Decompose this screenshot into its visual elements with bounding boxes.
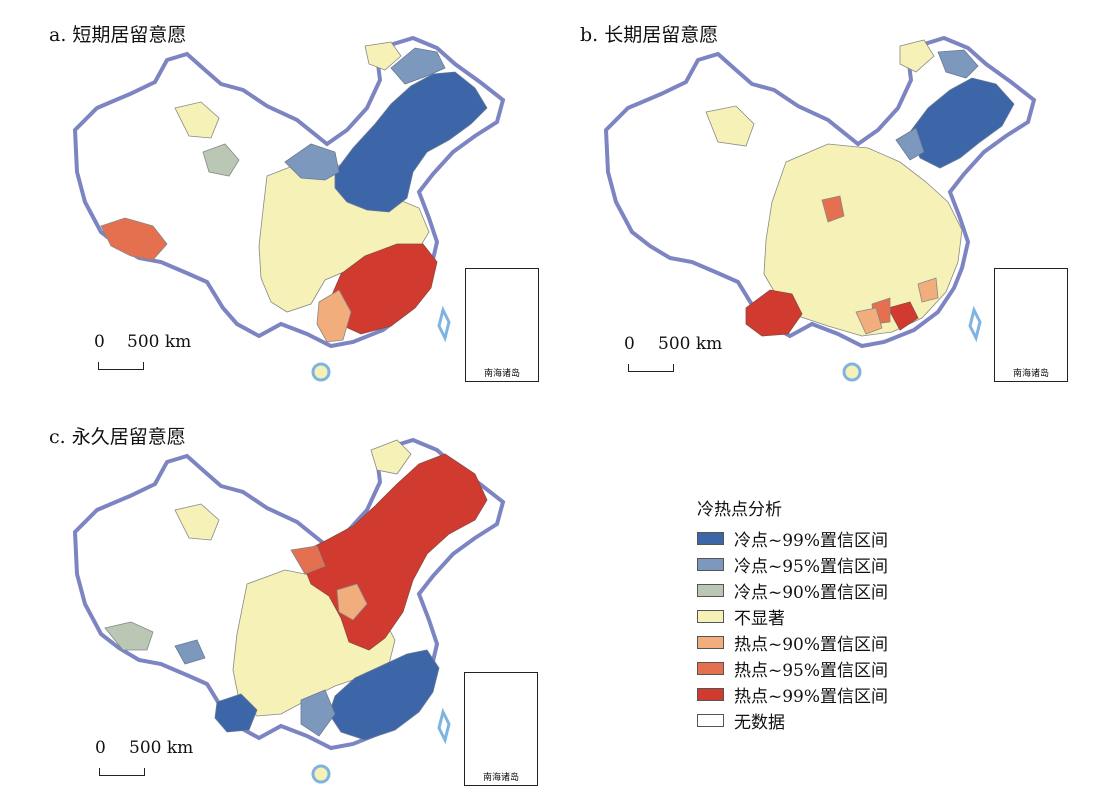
legend-item-no-data: 无数据 — [697, 707, 888, 733]
panel-title-c: c. 永久居留意愿 — [49, 426, 186, 448]
region-unnotable-north — [174, 439, 412, 541]
legend-swatch — [697, 635, 724, 649]
region-hot-95 — [290, 545, 326, 575]
scale-bar — [628, 364, 674, 372]
legend-label: 无数据 — [734, 712, 785, 733]
hainan-island — [842, 362, 862, 382]
south-china-sea-inset: 南海诸岛 — [465, 268, 539, 382]
region-cold-90 — [202, 143, 240, 177]
region-hot-90 — [336, 583, 368, 621]
inset-label: 南海诸岛 — [1012, 369, 1049, 379]
legend-label: 不显著 — [734, 608, 785, 629]
taiwan-island — [968, 305, 982, 343]
legend-item-cold-99: 冷点~99%置信区间 — [697, 525, 888, 551]
region-unnotable — [763, 143, 963, 337]
scale-distance: 500 km — [658, 334, 723, 354]
panel-title-b: b. 长期居留意愿 — [580, 24, 719, 46]
hainan-island — [311, 764, 331, 784]
scale-distance: 500 km — [127, 332, 192, 352]
scale-bar — [99, 768, 145, 776]
hainan-island — [311, 362, 331, 382]
region-hot-90 — [855, 277, 939, 335]
scale-zero: 0 — [624, 334, 635, 354]
legend-swatch — [697, 557, 724, 571]
legend-item-hot-95: 热点~95%置信区间 — [697, 655, 888, 681]
legend-label: 冷点~90%置信区间 — [734, 582, 889, 603]
region-cold-99 — [909, 77, 1015, 169]
legend-label: 热点~95%置信区间 — [734, 660, 889, 681]
legend-title: 冷热点分析 — [697, 500, 782, 520]
china-map-c — [72, 437, 506, 784]
region-cold-99 — [334, 71, 488, 213]
china-map-b — [603, 35, 1037, 382]
legend-swatch — [697, 531, 724, 545]
legend-swatch — [697, 713, 724, 727]
scale-distance: 500 km — [129, 738, 194, 758]
legend-swatch — [697, 609, 724, 623]
region-unnotable-nw — [705, 39, 935, 147]
scale-zero: 0 — [95, 738, 106, 758]
legend-swatch — [697, 661, 724, 675]
legend-item-cold-90: 冷点~90%置信区间 — [697, 577, 888, 603]
legend-item-hot-99: 热点~99%置信区间 — [697, 681, 888, 707]
region-cold-95 — [174, 639, 336, 737]
region-hot-90 — [316, 289, 352, 343]
inset-label: 南海诸岛 — [483, 369, 520, 379]
region-cold-95 — [284, 47, 446, 181]
south-china-sea-inset: 南海诸岛 — [464, 672, 538, 786]
map-panel-c: c. 永久居留意愿 南海诸岛 0 500 km — [35, 414, 555, 794]
panel-title-a: a. 短期居留意愿 — [49, 24, 187, 46]
legend-item-not-significant: 不显著 — [697, 603, 888, 629]
legend-label: 热点~90%置信区间 — [734, 634, 889, 655]
legend-item-cold-95: 冷点~95%置信区间 — [697, 551, 888, 577]
china-map-a — [72, 35, 506, 382]
region-cold-95 — [895, 49, 979, 161]
region-unnotable-nw — [174, 41, 402, 139]
scale-zero: 0 — [94, 332, 105, 352]
legend-label: 冷点~95%置信区间 — [734, 556, 889, 577]
region-cold-90 — [104, 621, 154, 651]
south-china-sea-inset: 南海诸岛 — [994, 268, 1068, 382]
region-hot-99 — [745, 289, 919, 337]
map-panel-a: a. 短期居留意愿 南海诸岛 0 500 km — [35, 12, 555, 392]
scale-bar — [98, 362, 144, 370]
legend-label: 热点~99%置信区间 — [734, 686, 889, 707]
inset-label: 南海诸岛 — [482, 773, 519, 783]
legend-label: 冷点~99%置信区间 — [734, 530, 889, 551]
taiwan-island — [437, 707, 451, 745]
map-panel-b: b. 长期居留意愿 南海诸岛 0 500 km — [566, 12, 1086, 392]
region-hot-95 — [100, 217, 168, 261]
legend-item-hot-90: 热点~90%置信区间 — [697, 629, 888, 655]
taiwan-island — [437, 305, 451, 343]
legend-swatch — [697, 583, 724, 597]
legend-swatch — [697, 687, 724, 701]
legend: 冷热点分析 冷点~99%置信区间 冷点~95%置信区间 冷点~90%置信区间 不… — [697, 497, 888, 733]
region-cold-99 — [214, 649, 440, 741]
